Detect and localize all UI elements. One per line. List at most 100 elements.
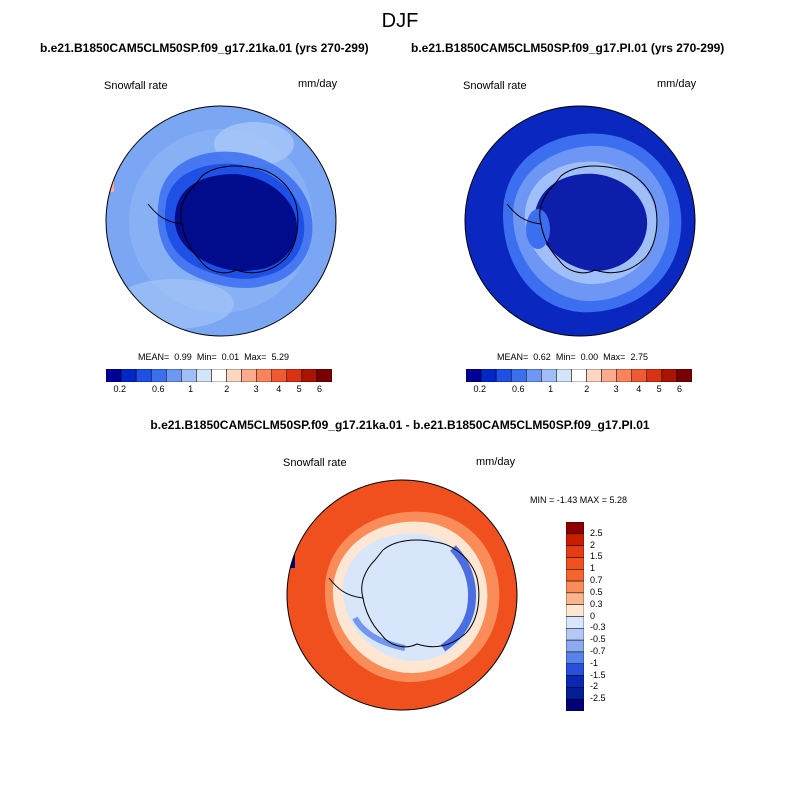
colorbar-tick-label: -1 [590, 657, 599, 668]
panel-1-max: 5.29 [271, 352, 289, 362]
colorbar-tick-label: 3 [253, 384, 259, 394]
ice-sheet-field [174, 174, 298, 272]
colorbar-swatch [566, 604, 584, 617]
panel-2-colorbar [466, 369, 692, 382]
colorbar-swatch [566, 639, 584, 653]
difference-variable-label: Snowfall rate [283, 457, 347, 469]
colorbar-swatch [566, 663, 584, 676]
colorbar-tick-label: -2 [590, 681, 599, 692]
colorbar-swatch [286, 369, 303, 382]
colorbar-swatch [301, 369, 318, 382]
colorbar-swatch [566, 651, 584, 664]
colorbar-swatch [256, 369, 272, 382]
colorbar-swatch [661, 369, 678, 382]
panel-2-variable-label: Snowfall rate [463, 80, 527, 92]
panel-2-units-label: mm/day [657, 78, 697, 90]
colorbar-swatch [566, 687, 584, 700]
colorbar-tick-label: 6 [316, 384, 322, 394]
panel-2-mean: 0.62 [533, 352, 551, 362]
colorbar-tick-label: 1 [590, 563, 596, 574]
colorbar-swatch [495, 369, 512, 382]
difference-minmax: MIN = -1.43 MAX = 5.28 [530, 495, 628, 505]
colorbar-swatch [601, 369, 617, 382]
colorbar-swatch [571, 369, 587, 382]
colorbar-tick-label: 5 [656, 384, 662, 394]
panel-2-polar-map [464, 105, 696, 337]
colorbar-tick-label: 1.5 [590, 551, 603, 562]
colorbar-swatch [226, 369, 242, 382]
colorbar-swatch [166, 369, 182, 382]
colorbar-swatch [566, 675, 584, 688]
colorbar-swatch [566, 533, 584, 546]
colorbar-swatch [541, 369, 557, 382]
panel-1-title: b.e21.B1850CAM5CLM50SP.f09_g17.21ka.01 (… [40, 41, 369, 55]
colorbar-swatch [120, 369, 137, 382]
colorbar-swatch [181, 369, 197, 382]
panel-2-min: 0.00 [580, 352, 599, 362]
colorbar-swatch [135, 369, 152, 382]
panel-1-units-label: mm/day [298, 78, 338, 90]
panel-1-stats: MEAN= 0.99 Min= 0.01 Max= 5.29 [138, 352, 289, 362]
colorbar-tick-label: 2 [590, 539, 596, 550]
colorbar-swatch [106, 369, 122, 382]
panel-2-stats: MEAN= 0.62 Min= 0.00 Max= 2.75 [497, 352, 648, 362]
difference-colorbar-ticks: 2.5 2 1.5 1 0.7 0.5 0.3 0 -0.3 -0.5 -0.7 -1 -1.5 -2 -2… [590, 522, 630, 711]
colorbar-swatch [566, 628, 584, 641]
colorbar-swatch [566, 580, 584, 594]
colorbar-swatch [196, 369, 212, 382]
colorbar-swatch [676, 369, 692, 382]
panel-1-mean: 0.99 [174, 352, 192, 362]
colorbar-swatch [316, 369, 332, 382]
colorbar-swatch [566, 557, 584, 570]
panel-1-variable-label: Snowfall rate [104, 80, 168, 92]
colorbar-swatch [510, 369, 527, 382]
colorbar-tick-label: 2.5 [590, 527, 603, 538]
colorbar-tick-label: 4 [276, 384, 282, 394]
colorbar-swatch [566, 698, 584, 711]
colorbar-tick-label: 0.6 [151, 384, 165, 394]
difference-units-label: mm/day [476, 456, 516, 468]
panel-2-title: b.e21.B1850CAM5CLM50SP.f09_g17.PI.01 (yr… [411, 41, 725, 55]
colorbar-tick-label: 5 [296, 384, 302, 394]
colorbar-tick-label: -0.3 [590, 622, 606, 633]
colorbar-tick-label: 1 [548, 384, 554, 394]
colorbar-swatch [241, 369, 257, 382]
colorbar-tick-label: 2 [224, 384, 230, 394]
difference-title: b.e21.B1850CAM5CLM50SP.f09_g17.21ka.01 -… [150, 418, 650, 432]
ice-sheet-field [534, 173, 648, 272]
colorbar-swatch [566, 569, 584, 582]
colorbar-swatch [271, 369, 288, 382]
colorbar-tick-label: 1 [188, 384, 194, 394]
colorbar-swatch [480, 369, 497, 382]
panel-1-colorbar [106, 369, 332, 382]
colorbar-swatch [566, 616, 584, 629]
panel-1-polar-map [105, 105, 337, 337]
colorbar-swatch [586, 369, 602, 382]
colorbar-tick-label: -2.5 [590, 693, 606, 704]
colorbar-tick-label: 0.6 [511, 384, 525, 394]
colorbar-tick-label: 0.7 [590, 575, 603, 586]
colorbar-tick-label: 6 [676, 384, 682, 394]
colorbar-tick-label: 3 [613, 384, 619, 394]
figure-title: DJF [381, 10, 419, 32]
colorbar-swatch [526, 369, 542, 382]
colorbar-tick-label: 2 [584, 384, 590, 394]
difference-colorbar [566, 522, 584, 711]
panel-1-min: 0.01 [221, 352, 240, 362]
colorbar-tick-label: -0.7 [590, 645, 606, 656]
panel-2-colorbar-ticks: 0.2 0.6 1 2 3 4 5 6 [466, 384, 692, 396]
colorbar-tick-label: 4 [636, 384, 642, 394]
colorbar-tick-label: -0.5 [590, 634, 606, 645]
panel-1-colorbar-ticks: 0.2 0.6 1 2 3 4 5 6 [106, 384, 332, 396]
colorbar-swatch [211, 369, 227, 382]
colorbar-swatch [556, 369, 572, 382]
colorbar-tick-label: 0.3 [590, 598, 603, 609]
colorbar-swatch [566, 545, 584, 558]
colorbar-tick-label: 0.2 [113, 384, 127, 394]
panel-2-max: 2.75 [630, 352, 648, 362]
colorbar-tick-label: 0 [590, 610, 596, 621]
colorbar-swatch [466, 369, 482, 382]
colorbar-tick-label: 0.5 [590, 586, 603, 597]
colorbar-swatch [631, 369, 648, 382]
colorbar-tick-label: 0.2 [473, 384, 487, 394]
